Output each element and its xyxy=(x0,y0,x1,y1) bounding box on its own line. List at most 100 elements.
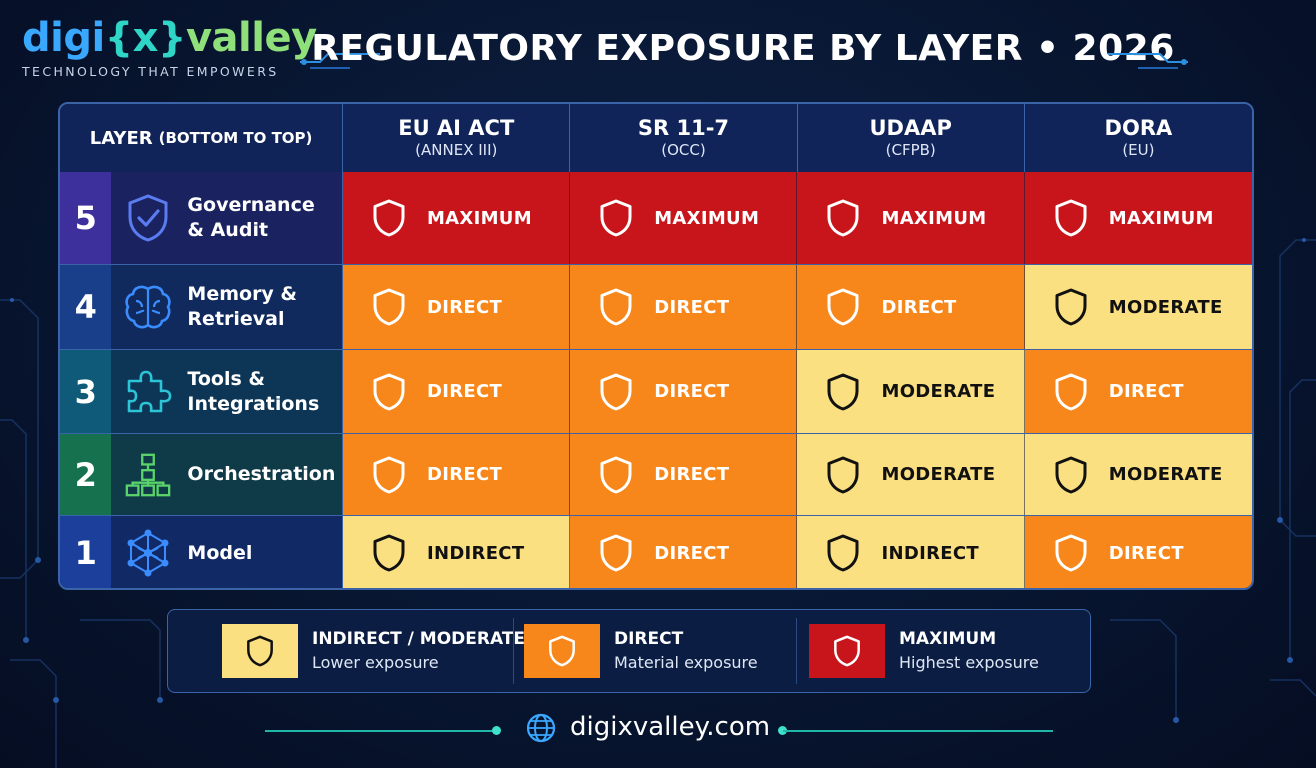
exposure-level: DIRECT xyxy=(654,296,730,318)
shield-icon xyxy=(371,533,427,573)
layer-label-line: Memory & xyxy=(187,283,298,305)
column-sub: (CFPB) xyxy=(885,141,936,159)
column-name: DORA xyxy=(1104,116,1173,140)
exposure-cell: DIRECT xyxy=(342,265,571,349)
exposure-cell: DIRECT xyxy=(342,350,571,433)
logo-part-3: valley xyxy=(185,15,317,61)
exposure-cell: DIRECT xyxy=(570,350,798,433)
logo-part-2: {x} xyxy=(104,15,187,61)
legend-title: INDIRECT / MODERATE xyxy=(312,629,526,649)
exposure-cell: DIRECT xyxy=(342,434,571,515)
legend-title: DIRECT xyxy=(614,629,684,649)
shield-check-icon xyxy=(123,193,173,243)
shield-icon xyxy=(598,287,654,327)
layer-number: 1 xyxy=(60,516,112,588)
layer-cell: Tools & Integrations xyxy=(111,350,343,433)
column-name: EU AI ACT xyxy=(398,116,515,140)
exposure-level: INDIRECT xyxy=(426,542,525,564)
shield-icon xyxy=(371,372,427,412)
exposure-level: DIRECT xyxy=(426,381,503,402)
layer-cell: Governance & Audit xyxy=(111,172,343,264)
legend-swatch xyxy=(222,624,298,678)
exposure-level: MODERATE xyxy=(881,464,996,485)
shield-icon xyxy=(598,455,654,495)
exposure-cell: MODERATE xyxy=(797,434,1025,515)
exposure-cell: MODERATE xyxy=(797,350,1025,433)
shield-icon xyxy=(825,455,881,495)
layer-label-line: & Audit xyxy=(187,219,269,241)
legend-sub: Material exposure xyxy=(614,653,758,672)
column-header-eu-ai-act: EU AI ACT (ANNEX III) xyxy=(343,104,571,172)
legend-item-direct: DIRECT Material exposure xyxy=(524,624,758,678)
exposure-cell: DIRECT xyxy=(570,434,798,515)
shield-icon xyxy=(371,455,427,495)
shield-icon xyxy=(598,198,654,238)
shield-icon xyxy=(371,287,427,327)
shield-icon xyxy=(1053,287,1109,327)
layer-label-line: Orchestration xyxy=(187,463,336,485)
website-link[interactable]: digixvalley.com xyxy=(570,712,771,742)
layer-column-header: LAYER (BOTTOM TO TOP) xyxy=(60,104,344,172)
exposure-level: MAXIMUM xyxy=(881,207,987,229)
shield-icon xyxy=(1053,372,1109,412)
shield-icon xyxy=(825,372,881,412)
exposure-cell: MAXIMUM xyxy=(570,172,798,264)
layer-number: 2 xyxy=(60,434,112,515)
page-title: REGULATORY EXPOSURE BY LAYER • 2026 xyxy=(311,28,1175,69)
exposure-cell: DIRECT xyxy=(1024,516,1252,588)
layer-number: 4 xyxy=(60,265,112,349)
column-name: UDAAP xyxy=(869,116,952,140)
layer-label-line: Retrieval xyxy=(187,308,285,330)
legend-item-moderate: INDIRECT / MODERATE Lower exposure xyxy=(222,624,525,678)
exposure-cell: DIRECT xyxy=(1024,350,1252,433)
brand-logo: digi{x}valley TECHNOLOGY THAT EMPOWERS xyxy=(22,16,317,79)
footer-dot xyxy=(492,726,501,735)
exposure-level: MAXIMUM xyxy=(426,207,532,229)
shield-icon xyxy=(825,287,881,327)
title-decoration-right xyxy=(1108,53,1188,69)
layer-label-line: Governance xyxy=(187,194,315,216)
footer-dot xyxy=(778,726,787,735)
exposure-level: DIRECT xyxy=(654,464,730,485)
exposure-level: MAXIMUM xyxy=(654,207,760,229)
column-sub: (EU) xyxy=(1122,141,1155,159)
layer-label: Governance & Audit xyxy=(187,193,314,243)
layer-label: Orchestration xyxy=(187,462,335,487)
layer-label: Memory & Retrieval xyxy=(187,282,297,332)
network-icon xyxy=(123,528,173,578)
exposure-level: MAXIMUM xyxy=(1108,207,1214,229)
exposure-level: INDIRECT xyxy=(881,542,979,564)
org-chart-icon xyxy=(123,450,173,500)
exposure-cell: DIRECT xyxy=(570,265,798,349)
table-header: LAYER (BOTTOM TO TOP) EU AI ACT (ANNEX I… xyxy=(60,104,1252,172)
legend-swatch xyxy=(809,624,885,678)
shield-icon xyxy=(549,635,575,667)
legend-item-maximum: MAXIMUM Highest exposure xyxy=(809,624,1039,678)
column-header-dora: DORA (EU) xyxy=(1025,104,1252,172)
legend-title: MAXIMUM xyxy=(899,629,997,649)
footer-line-right xyxy=(783,730,1053,732)
legend-divider xyxy=(796,618,797,684)
shield-icon xyxy=(598,533,654,573)
shield-icon xyxy=(1053,533,1109,573)
layer-header-label: LAYER xyxy=(89,127,153,149)
table-row: 1 Model INDIRECT DIRECT INDIRECT DIRECT xyxy=(60,515,1252,588)
layer-cell: Orchestration xyxy=(111,434,343,515)
logo-wordmark: digi{x}valley xyxy=(22,16,317,60)
exposure-level: DIRECT xyxy=(654,381,730,402)
brain-icon xyxy=(123,282,173,332)
table-row: 4 Memory & Retrieval DIRECT DIRECT DIRECT MODE… xyxy=(60,264,1252,349)
exposure-table: LAYER (BOTTOM TO TOP) EU AI ACT (ANNEX I… xyxy=(58,102,1254,590)
legend: INDIRECT / MODERATE Lower exposure DIREC… xyxy=(167,609,1091,693)
layer-label: Model xyxy=(187,541,252,566)
layer-label-line: Integrations xyxy=(187,392,320,415)
exposure-cell: MAXIMUM xyxy=(342,172,571,264)
legend-divider xyxy=(513,618,514,684)
table-row: 5 Governance & Audit MAXIMUM MAXIMUM MAXIMUM M… xyxy=(60,172,1252,264)
exposure-cell: MAXIMUM xyxy=(797,172,1025,264)
column-sub: (ANNEX III) xyxy=(415,141,498,159)
globe-icon xyxy=(526,713,556,743)
title-decoration-left xyxy=(300,53,380,69)
footer: digixvalley.com xyxy=(0,710,1316,750)
exposure-cell: DIRECT xyxy=(570,516,798,588)
